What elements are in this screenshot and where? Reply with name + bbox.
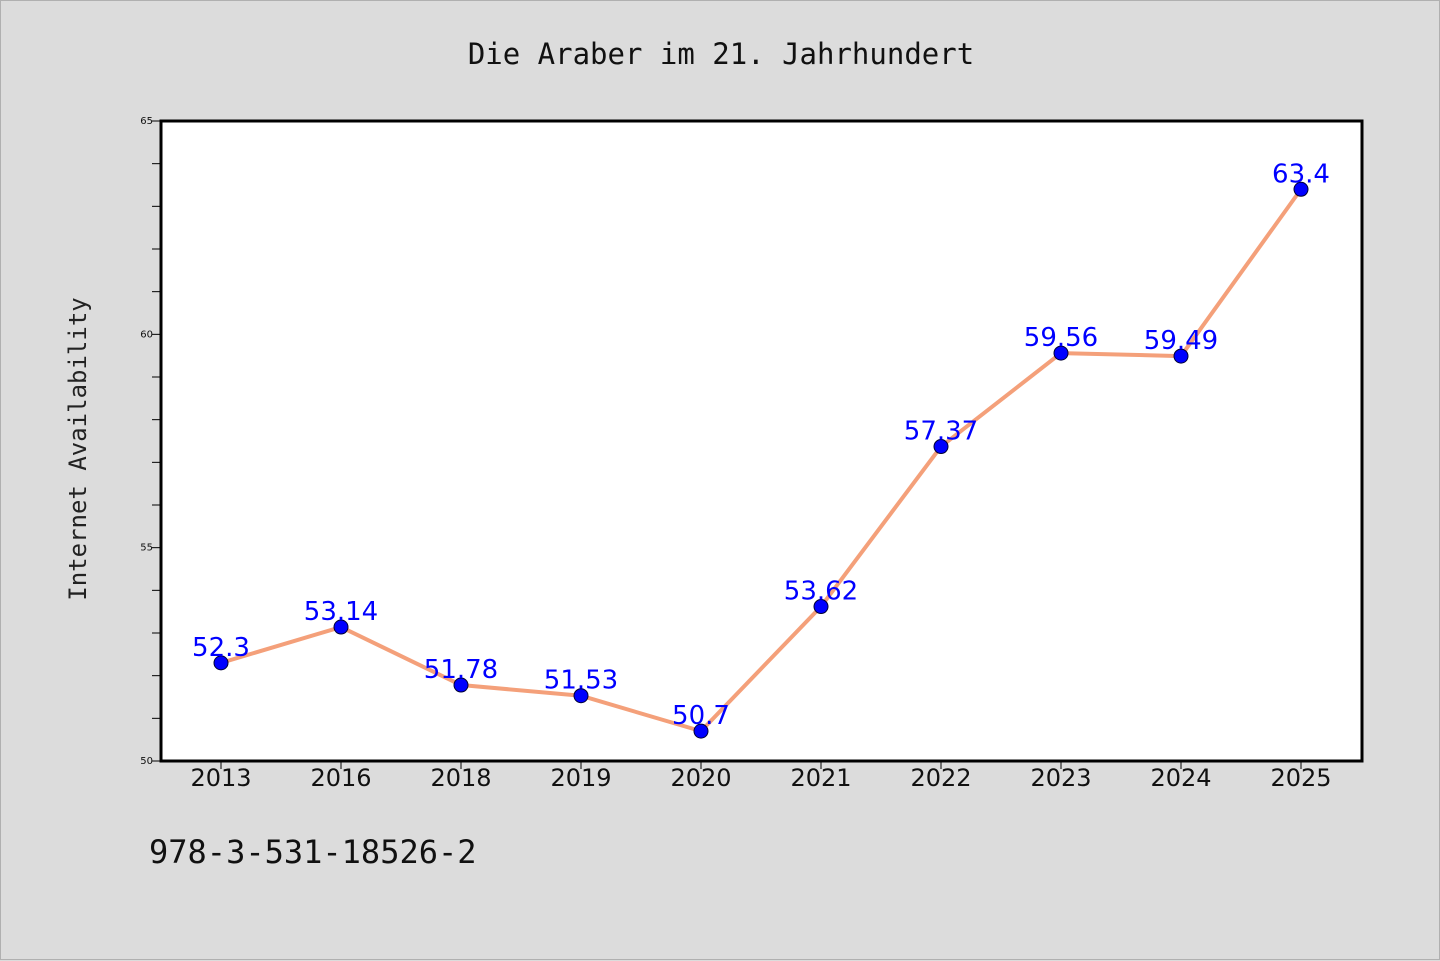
x-tick-label: 2023 <box>1030 764 1091 792</box>
y-tick-label: 50 <box>140 756 153 767</box>
y-axis: 50 55 60 65 <box>140 116 161 767</box>
x-tick-label: 2022 <box>910 764 971 792</box>
y-tick-label: 65 <box>140 116 153 127</box>
data-label: 50.7 <box>672 701 730 731</box>
data-point-marker <box>453 677 469 693</box>
data-label: 63.4 <box>1272 159 1330 189</box>
data-label: 59.56 <box>1024 323 1098 353</box>
x-tick-label: 2019 <box>550 764 611 792</box>
data-point-marker <box>1173 348 1189 364</box>
x-tick-label: 2025 <box>1270 764 1331 792</box>
isbn-text: 978-3-531-18526-2 <box>149 833 477 871</box>
series-line <box>219 187 1303 734</box>
x-tick-label: 2020 <box>670 764 731 792</box>
x-tick-label: 2016 <box>310 764 371 792</box>
plot-frame <box>159 119 1364 763</box>
data-label: 53.14 <box>304 597 378 627</box>
data-label: 52.3 <box>192 633 250 663</box>
data-labels: 52.3 53.14 51.78 51.53 50.7 53.62 57.37 59.56 59… <box>192 159 1330 731</box>
data-label: 51.53 <box>544 666 618 696</box>
series-layer <box>213 181 1309 739</box>
data-label: 57.37 <box>904 417 978 447</box>
chart-title: Die Araber im 21. Jahrhundert <box>468 37 974 71</box>
data-point-marker <box>1053 345 1069 361</box>
data-point-marker <box>573 688 589 704</box>
data-point-marker <box>213 655 229 671</box>
data-point-marker <box>693 723 709 739</box>
data-point-marker <box>333 619 349 635</box>
x-tick-label: 2013 <box>190 764 251 792</box>
x-tick-label: 2021 <box>790 764 851 792</box>
y-axis-title: Internet Availability <box>64 297 92 600</box>
x-tick-label: 2024 <box>1150 764 1211 792</box>
plot-area <box>161 121 1362 761</box>
y-tick-label: 60 <box>140 329 153 340</box>
data-point-marker <box>933 439 949 455</box>
y-tick-label: 55 <box>140 543 153 554</box>
x-tick-label: 2018 <box>430 764 491 792</box>
data-point-marker <box>813 599 829 615</box>
data-label: 53.62 <box>784 577 858 607</box>
data-point-marker <box>1293 181 1309 197</box>
x-axis: 2013 2016 2018 2019 2020 2021 2022 2023 2024 2025 <box>190 761 1332 792</box>
data-label: 51.78 <box>424 655 498 685</box>
data-label: 59.49 <box>1144 326 1218 356</box>
